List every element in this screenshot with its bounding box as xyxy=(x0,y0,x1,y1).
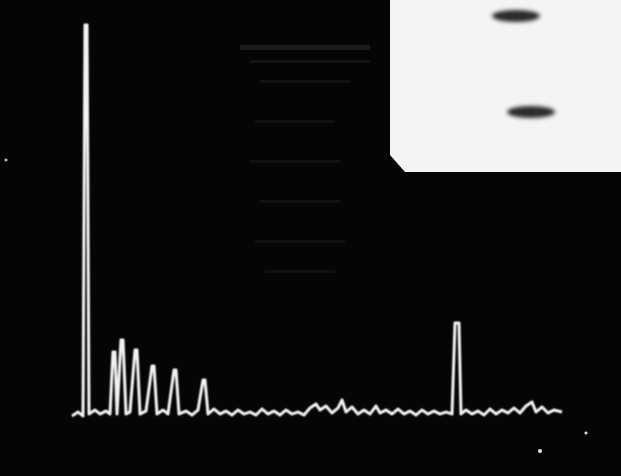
dark-spot xyxy=(492,10,540,22)
speck xyxy=(585,432,588,435)
speck xyxy=(538,449,542,453)
speck xyxy=(5,159,8,162)
page xyxy=(0,0,621,476)
photo xyxy=(0,0,621,476)
dark-spot xyxy=(507,106,555,118)
light-region xyxy=(390,0,621,172)
